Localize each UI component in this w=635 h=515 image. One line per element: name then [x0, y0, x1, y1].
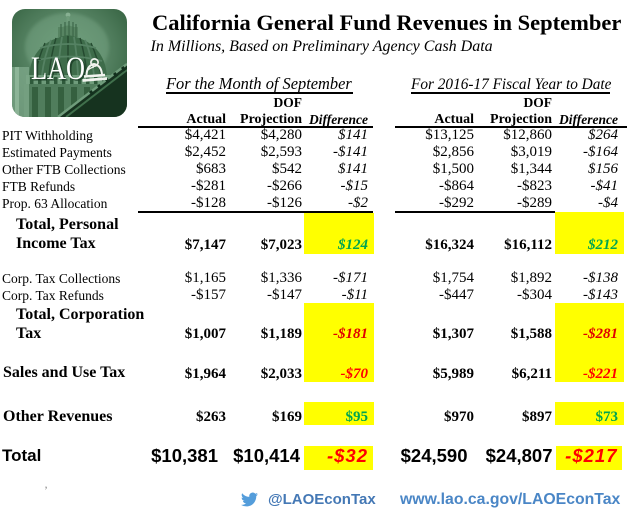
svg-text:LAO: LAO — [33, 53, 87, 89]
svg-text:LAO: LAO — [31, 51, 85, 87]
